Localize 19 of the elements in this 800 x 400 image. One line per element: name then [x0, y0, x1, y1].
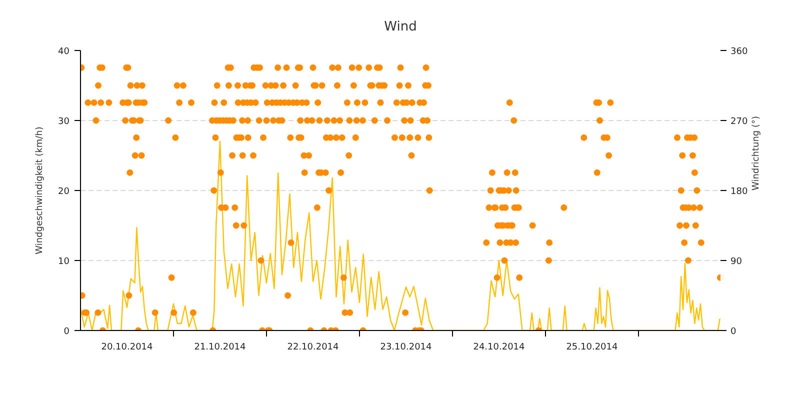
y-tick-label: 10	[58, 257, 70, 267]
y2-tick-label: 180	[730, 187, 748, 197]
y2-tick-label: 90	[730, 257, 742, 267]
y2-tick-label: 360	[730, 47, 748, 57]
x-tick-label: 21.10.2014	[194, 342, 246, 352]
y2-tick-label: 0	[730, 327, 736, 337]
x-tick-label: 24.10.2014	[473, 342, 526, 352]
x-tick-label: 22.10.2014	[287, 342, 340, 352]
y-tick-label: 20	[58, 187, 70, 197]
x-tick-label: 25.10.2014	[566, 342, 618, 352]
x-tick-label: 23.10.2014	[380, 342, 432, 352]
y-tick-label: 40	[58, 47, 70, 57]
chart-title: Wind	[384, 20, 417, 34]
y2-tick-label: 270	[730, 117, 748, 127]
y2-axis-title: Windrichtung (°)	[752, 116, 762, 190]
y-axis-title: Windgeschwindigkeit (km/h)	[35, 126, 46, 254]
y-tick-label: 0	[64, 327, 70, 337]
y-tick-label: 30	[58, 117, 70, 127]
x-tick-label: 20.10.2014	[101, 342, 154, 352]
